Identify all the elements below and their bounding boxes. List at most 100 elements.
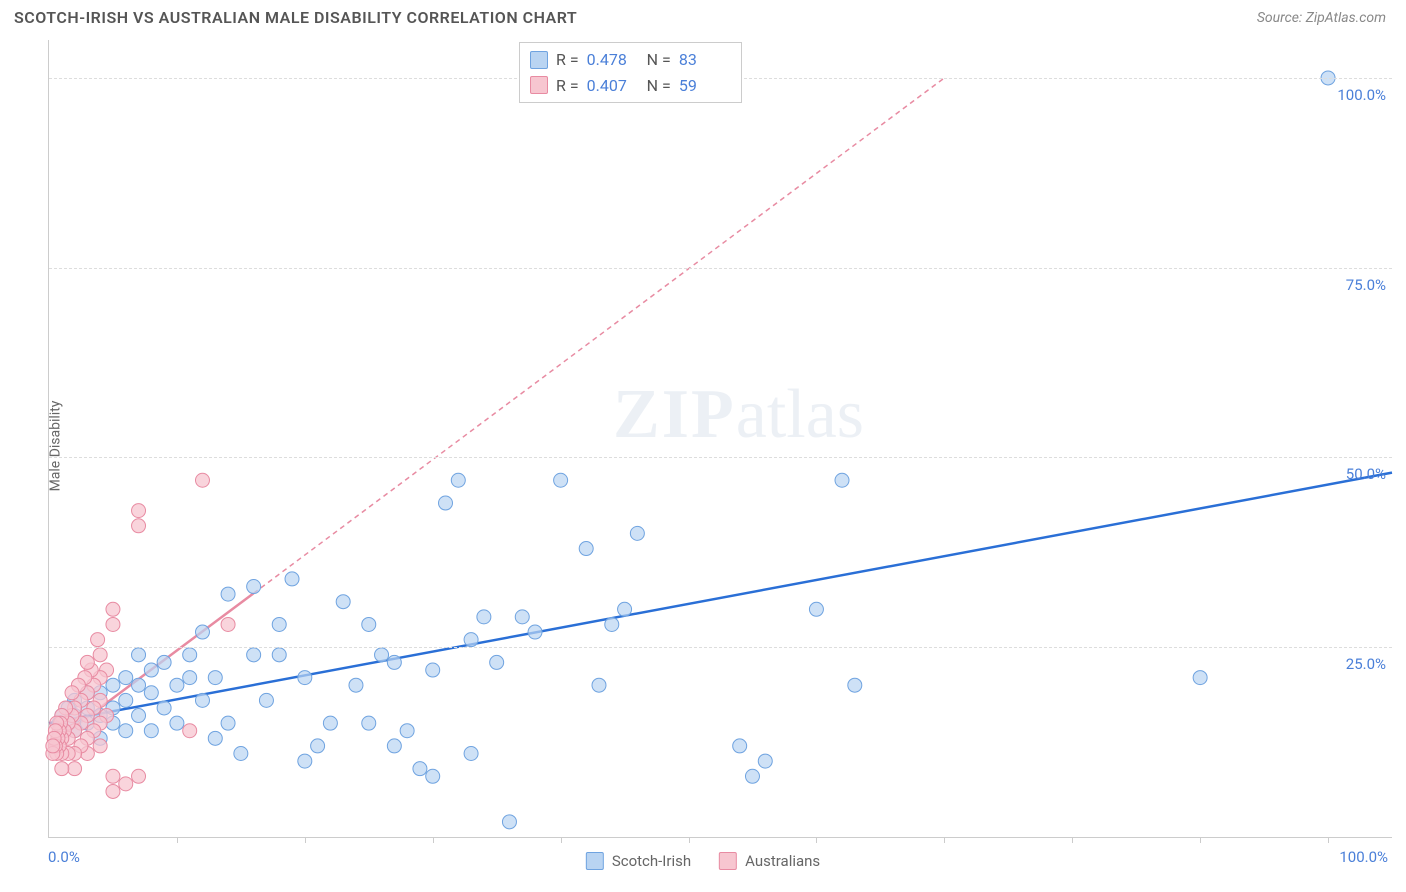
data-point bbox=[195, 693, 209, 707]
data-point bbox=[758, 754, 772, 768]
data-point bbox=[259, 693, 273, 707]
x-tick bbox=[816, 837, 817, 843]
data-point bbox=[46, 739, 60, 753]
correlation-legend-row: R =0.407N =59 bbox=[530, 73, 731, 99]
x-tick bbox=[561, 837, 562, 843]
data-point bbox=[362, 617, 376, 631]
data-point bbox=[221, 617, 235, 631]
y-tick-label: 75.0% bbox=[1346, 276, 1386, 294]
data-point bbox=[247, 648, 261, 662]
data-point bbox=[132, 504, 146, 518]
data-point bbox=[272, 617, 286, 631]
data-point bbox=[132, 678, 146, 692]
data-point bbox=[55, 762, 69, 776]
legend-label: Australians bbox=[745, 852, 820, 870]
data-point bbox=[592, 678, 606, 692]
legend-item: Australians bbox=[719, 852, 820, 870]
data-point bbox=[119, 777, 133, 791]
data-point bbox=[490, 655, 504, 669]
data-point bbox=[93, 739, 107, 753]
data-point bbox=[387, 739, 401, 753]
n-label: N = bbox=[647, 47, 671, 73]
data-point bbox=[132, 769, 146, 783]
legend-swatch bbox=[530, 76, 548, 94]
data-point bbox=[221, 587, 235, 601]
chart-header: SCOTCH-IRISH VS AUSTRALIAN MALE DISABILI… bbox=[0, 0, 1406, 33]
data-point bbox=[195, 625, 209, 639]
gridline-h bbox=[49, 647, 1392, 648]
data-point bbox=[323, 716, 337, 730]
data-point bbox=[809, 602, 823, 616]
trend-line-dashed bbox=[254, 78, 945, 593]
r-value: 0.407 bbox=[587, 73, 639, 99]
chart-title: SCOTCH-IRISH VS AUSTRALIAN MALE DISABILI… bbox=[14, 8, 577, 27]
n-value: 83 bbox=[679, 47, 731, 73]
data-point bbox=[848, 678, 862, 692]
data-point bbox=[618, 602, 632, 616]
data-point bbox=[349, 678, 363, 692]
data-point bbox=[157, 701, 171, 715]
data-point bbox=[733, 739, 747, 753]
data-point bbox=[605, 617, 619, 631]
data-point bbox=[745, 769, 759, 783]
x-tick bbox=[1328, 837, 1329, 843]
data-point bbox=[119, 724, 133, 738]
x-axis-min-label: 0.0% bbox=[48, 848, 80, 866]
y-tick-label: 25.0% bbox=[1346, 655, 1386, 673]
data-point bbox=[835, 473, 849, 487]
data-point bbox=[65, 686, 79, 700]
data-point bbox=[93, 648, 107, 662]
x-tick bbox=[1072, 837, 1073, 843]
data-point bbox=[400, 724, 414, 738]
data-point bbox=[298, 754, 312, 768]
data-point bbox=[375, 648, 389, 662]
data-point bbox=[554, 473, 568, 487]
x-tick bbox=[177, 837, 178, 843]
x-tick bbox=[305, 837, 306, 843]
data-point bbox=[579, 542, 593, 556]
data-point bbox=[362, 716, 376, 730]
plot-area: 25.0%50.0%75.0%100.0%ZIPatlasR =0.478N =… bbox=[48, 40, 1392, 838]
data-point bbox=[451, 473, 465, 487]
r-label: R = bbox=[556, 47, 579, 73]
data-point bbox=[1193, 671, 1207, 685]
legend-swatch bbox=[719, 852, 737, 870]
data-point bbox=[208, 731, 222, 745]
data-point bbox=[630, 526, 644, 540]
data-point bbox=[311, 739, 325, 753]
data-point bbox=[119, 671, 133, 685]
data-point bbox=[208, 671, 222, 685]
x-tick bbox=[689, 837, 690, 843]
data-point bbox=[119, 693, 133, 707]
data-point bbox=[195, 473, 209, 487]
x-tick bbox=[944, 837, 945, 843]
y-tick-label: 100.0% bbox=[1337, 86, 1386, 104]
data-point bbox=[132, 519, 146, 533]
data-point bbox=[426, 663, 440, 677]
data-point bbox=[183, 671, 197, 685]
data-point bbox=[515, 610, 529, 624]
data-point bbox=[170, 678, 184, 692]
data-point bbox=[106, 784, 120, 798]
data-point bbox=[285, 572, 299, 586]
data-point bbox=[528, 625, 542, 639]
data-point bbox=[144, 686, 158, 700]
gridline-h bbox=[49, 268, 1392, 269]
data-point bbox=[106, 678, 120, 692]
scatter-plot-svg bbox=[49, 40, 1392, 837]
data-point bbox=[336, 595, 350, 609]
data-point bbox=[247, 580, 261, 594]
data-point bbox=[106, 617, 120, 631]
y-tick-label: 50.0% bbox=[1346, 465, 1386, 483]
data-point bbox=[144, 724, 158, 738]
x-axis-max-label: 100.0% bbox=[1339, 848, 1388, 866]
legend-label: Scotch-Irish bbox=[612, 852, 691, 870]
data-point bbox=[80, 655, 94, 669]
data-point bbox=[298, 671, 312, 685]
data-point bbox=[106, 769, 120, 783]
data-point bbox=[464, 747, 478, 761]
data-point bbox=[183, 724, 197, 738]
x-tick bbox=[1200, 837, 1201, 843]
legend-swatch bbox=[530, 51, 548, 69]
r-label: R = bbox=[556, 73, 579, 99]
